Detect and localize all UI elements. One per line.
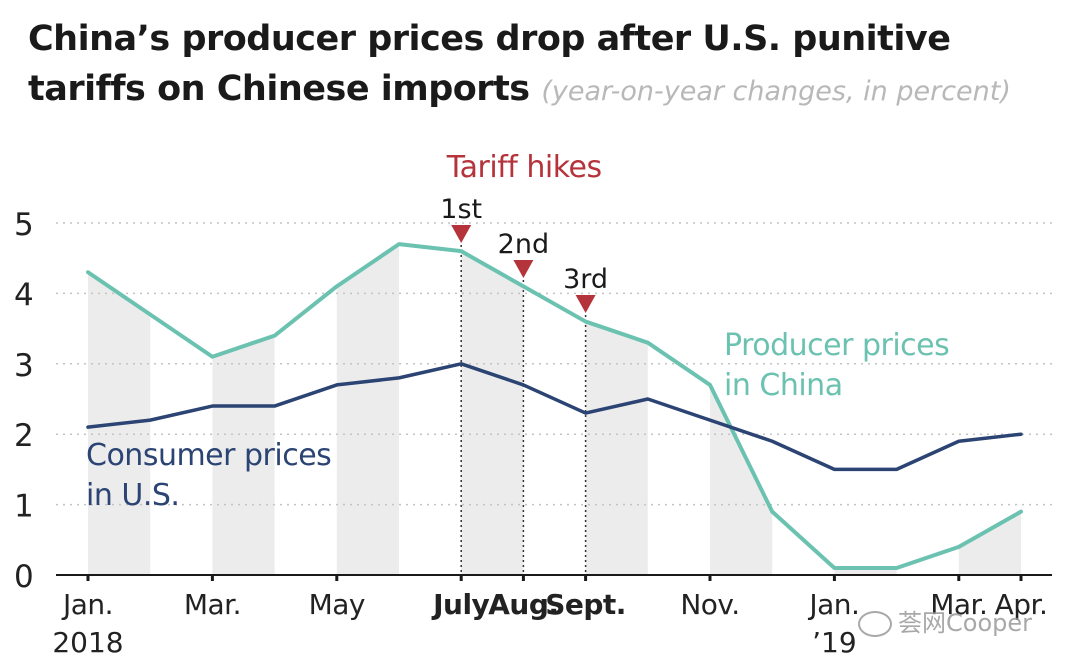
title-main: China’s producer prices drop after U.S. … (28, 19, 951, 109)
wechat-icon (858, 611, 892, 637)
tariff-label-2nd: 2nd (498, 229, 549, 260)
x-tick-label: Aug. (488, 588, 558, 621)
tariff-label-1st: 1st (440, 194, 482, 225)
watermark: 荟网Cooper (858, 603, 1032, 638)
shaded-month-bands (88, 244, 1021, 575)
y-tick-label: 5 (14, 207, 34, 243)
x-tick-label-year: ’19 (812, 626, 857, 659)
tariff-marker-3rd (575, 295, 596, 313)
x-tick-label: Nov. (680, 588, 739, 621)
watermark-text: 荟网Cooper (898, 609, 1032, 637)
tariff-marker-1st (451, 225, 472, 243)
x-tick-label: Jan. (61, 588, 113, 621)
series-label: Producer prices (724, 328, 949, 363)
tariff-hikes-header: Tariff hikes (446, 150, 602, 185)
y-tick-label: 4 (14, 277, 34, 313)
tariff-annotations: Tariff hikes 1st 2nd 3rd (440, 150, 608, 313)
series-line-1 (86, 362, 1023, 472)
x-tick-label: Mar. (184, 588, 241, 621)
x-tick-label: July (431, 588, 489, 621)
band-2018-05 (336, 244, 399, 575)
band-2018-07 (461, 251, 524, 575)
series-label: Consumer prices (86, 438, 331, 473)
y-tick-label: 1 (14, 489, 34, 525)
series-lines (86, 242, 1023, 570)
y-tick-label: 2 (14, 418, 34, 454)
x-tick-label: May (309, 588, 365, 621)
band-2019-03 (958, 511, 1021, 575)
x-tick-label-year: 2018 (52, 626, 123, 659)
series-line-0 (86, 242, 1023, 570)
y-tick-label: 3 (14, 348, 34, 384)
title-subtitle: (year-on-year changes, in percent) (541, 76, 1011, 107)
series-label: in China (724, 368, 843, 403)
band-2018-11 (710, 384, 773, 575)
series-labels: Producer prices in China Consumer prices in… (86, 328, 950, 513)
tariff-marker-2nd (513, 260, 534, 278)
y-tick-label: 0 (14, 559, 34, 595)
series-label: in U.S. (86, 478, 179, 513)
band-2018-03 (212, 335, 275, 575)
tariff-label-3rd: 3rd (563, 264, 608, 295)
x-tick-label: Mar. (930, 588, 987, 621)
x-tick-label: Apr. (995, 588, 1048, 621)
tariff-dotted-lines (460, 245, 587, 575)
gridlines (56, 222, 1052, 506)
chart-title: China’s producer prices drop after U.S. … (28, 14, 1068, 117)
band-2018-09 (585, 321, 648, 575)
x-tick-label: Jan. (807, 588, 859, 621)
y-axis-ticks: 0 1 2 3 4 5 (14, 207, 34, 595)
x-tick-label: Sept. (545, 588, 626, 621)
